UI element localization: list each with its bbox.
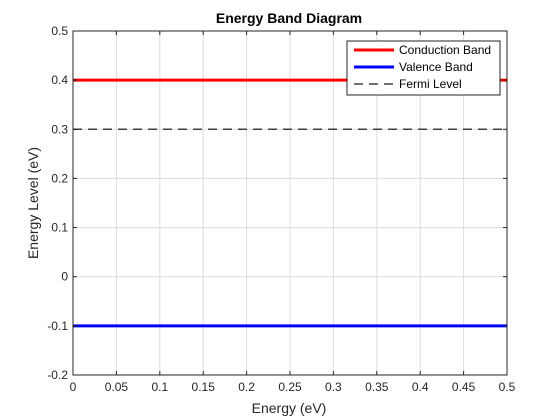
- chart-title: Energy Band Diagram: [216, 10, 362, 26]
- y-tick-label: 0.3: [51, 122, 68, 136]
- conduction-band-legend-label: Conduction Band: [399, 43, 491, 57]
- x-tick-label: 0.45: [452, 380, 476, 394]
- x-tick-label: 0.1: [151, 380, 168, 394]
- x-tick-label: 0.4: [412, 380, 429, 394]
- y-axis-label: Energy Level (eV): [25, 147, 41, 259]
- x-tick-label: 0: [70, 380, 77, 394]
- y-tick-label: 0.2: [51, 171, 68, 185]
- x-tick-label: 0.3: [325, 380, 342, 394]
- y-tick-label: 0.4: [51, 73, 68, 87]
- x-tick-label: 0.25: [278, 380, 302, 394]
- tick-labels: 0 0.05 0.1 0.15 0.2 0.25 0.3 0.35 0.4 0.45 0.5 -0.2…: [47, 24, 515, 394]
- x-tick-label: 0.05: [105, 380, 129, 394]
- axis-ticks: [72, 30, 508, 376]
- x-tick-label: 0.15: [192, 380, 216, 394]
- x-tick-label: 0.35: [365, 380, 389, 394]
- y-tick-label: 0: [61, 270, 68, 284]
- x-axis-label: Energy (eV): [252, 400, 327, 416]
- y-tick-label: -0.2: [47, 368, 68, 382]
- legend: Conduction Band Valence Band Fermi Level: [346, 40, 501, 96]
- y-tick-label: 0.5: [51, 24, 68, 38]
- fermi-level-legend-label: Fermi Level: [399, 77, 462, 91]
- valence-band-legend-label: Valence Band: [399, 60, 473, 74]
- x-tick-label: 0.5: [499, 380, 516, 394]
- x-tick-label: 0.2: [238, 380, 255, 394]
- y-tick-label: -0.1: [47, 319, 68, 333]
- y-tick-label: 0.1: [51, 221, 68, 235]
